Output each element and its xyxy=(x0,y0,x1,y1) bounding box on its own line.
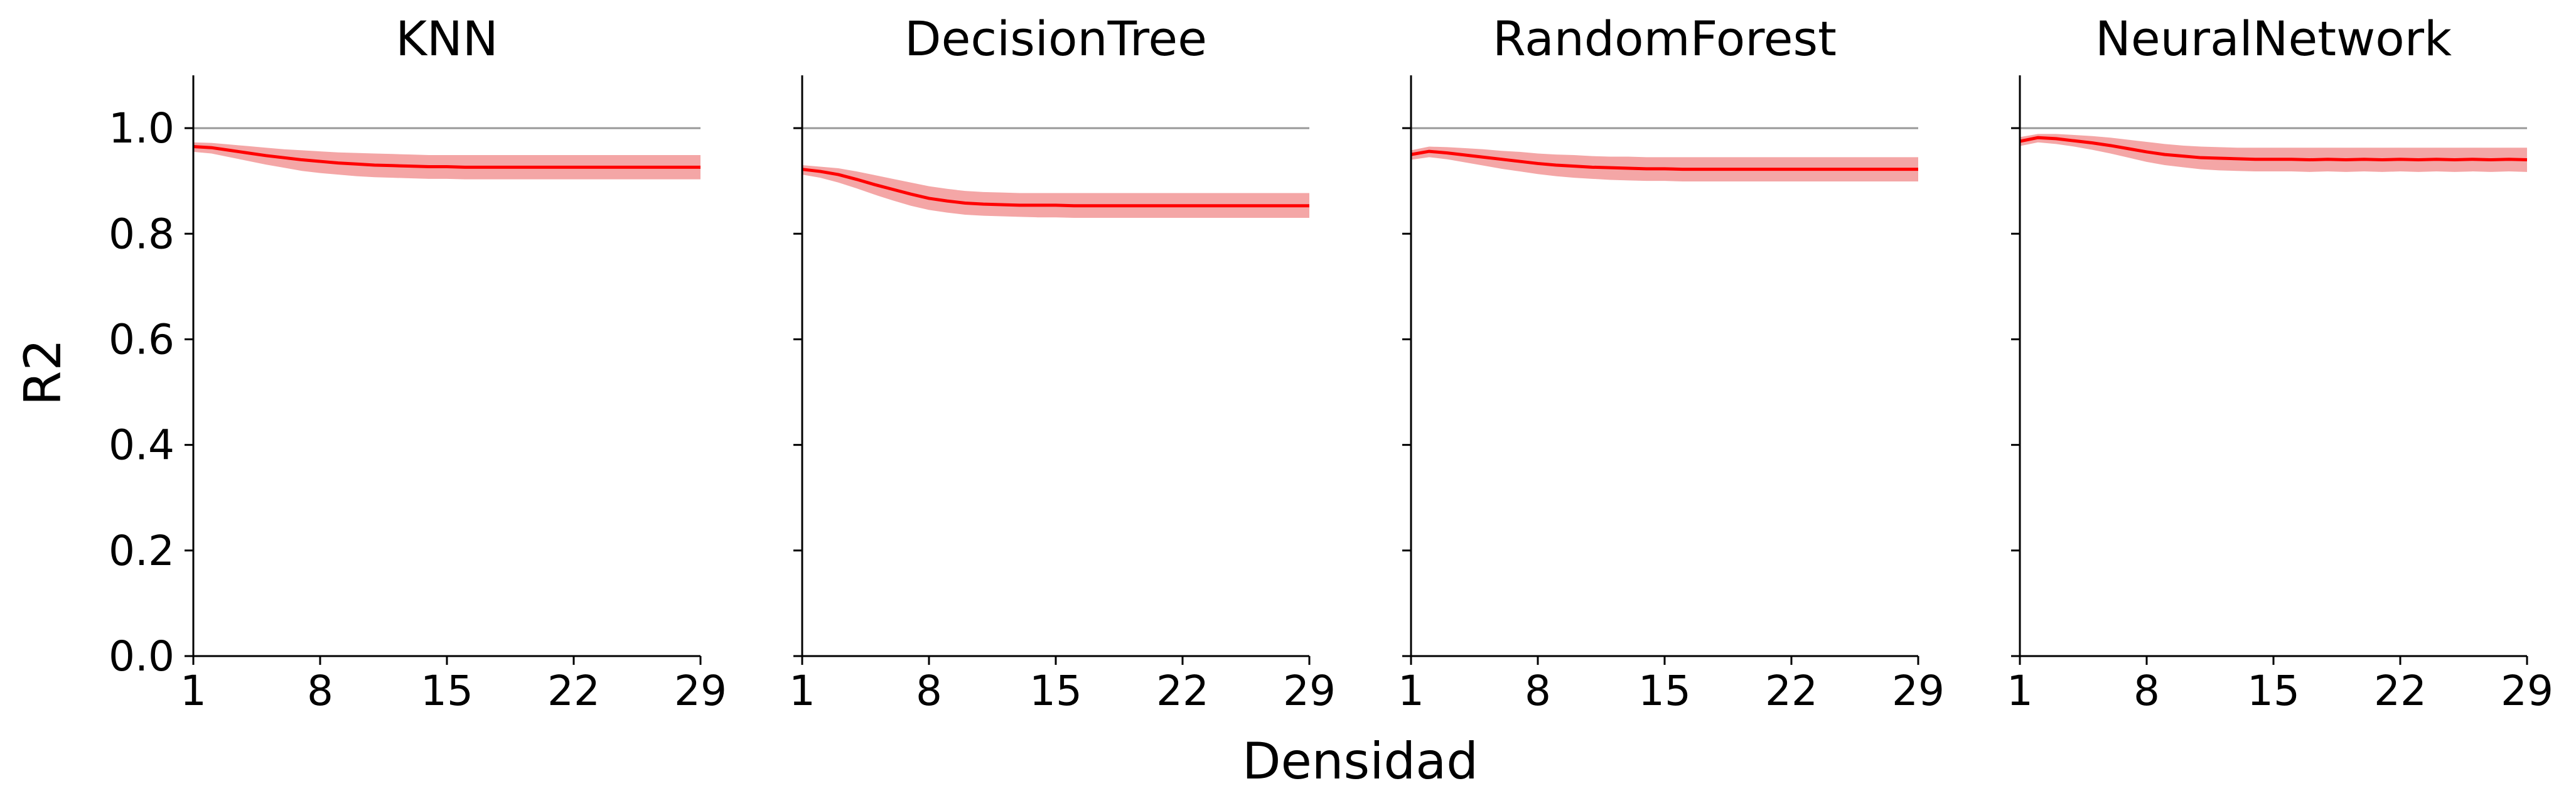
panel-knn: KNN 0.0 0.2 0.4 0.6 0.8 1.0 1 8 15 22 29 xyxy=(109,11,727,715)
series-line xyxy=(2019,136,2528,162)
y-axis-label: R2 xyxy=(14,339,72,406)
x-tick-label: 15 xyxy=(1029,667,1082,715)
x-tick-label: 8 xyxy=(1525,667,1551,715)
x-tick-label: 29 xyxy=(2501,667,2553,715)
x-tick-label: 29 xyxy=(1892,667,1945,715)
panel-title: RandomForest xyxy=(1493,11,1837,67)
x-tick-label: 1 xyxy=(2007,667,2033,715)
x-tick-label: 15 xyxy=(2247,667,2300,715)
panel-neuralnetwork: NeuralNetwork 1 8 15 22 29 xyxy=(2007,11,2553,715)
y-tick-label: 0.2 xyxy=(109,527,174,575)
x-tick-label: 29 xyxy=(1283,667,1336,715)
panel-title: KNN xyxy=(395,11,498,67)
x-tick-label: 1 xyxy=(1398,667,1424,715)
x-tick-label: 8 xyxy=(307,667,333,715)
y-tick-label: 0.8 xyxy=(109,210,174,258)
panel-title: DecisionTree xyxy=(904,11,1207,67)
series-line xyxy=(193,145,700,169)
y-tick-label: 0.4 xyxy=(109,421,174,470)
y-tick-label: 1.0 xyxy=(109,104,174,153)
panel-decisiontree: DecisionTree 1 8 15 22 29 xyxy=(789,11,1336,715)
panel-title: NeuralNetwork xyxy=(2095,11,2452,67)
y-tick-label: 0.6 xyxy=(109,315,174,364)
confidence-band xyxy=(1411,146,1918,182)
x-tick-label: 22 xyxy=(2374,667,2427,715)
x-axis-label: Densidad xyxy=(1242,732,1478,790)
confidence-band xyxy=(193,142,700,180)
x-tick-label: 22 xyxy=(547,667,600,715)
x-tick-label: 22 xyxy=(1765,667,1818,715)
x-tick-label: 1 xyxy=(180,667,207,715)
x-tick-label: 1 xyxy=(789,667,815,715)
x-tick-label: 29 xyxy=(674,667,727,715)
x-tick-label: 8 xyxy=(2133,667,2160,715)
x-tick-label: 22 xyxy=(1156,667,1209,715)
confidence-band xyxy=(2020,134,2527,172)
series-line xyxy=(1410,149,1918,171)
y-tick-label: 0.0 xyxy=(109,632,174,681)
panel-randomforest: RandomForest 1 8 15 22 29 xyxy=(1398,11,1945,715)
x-tick-label: 8 xyxy=(916,667,942,715)
x-tick-label: 15 xyxy=(1638,667,1691,715)
series-line xyxy=(802,168,1309,208)
x-tick-label: 15 xyxy=(421,667,473,715)
